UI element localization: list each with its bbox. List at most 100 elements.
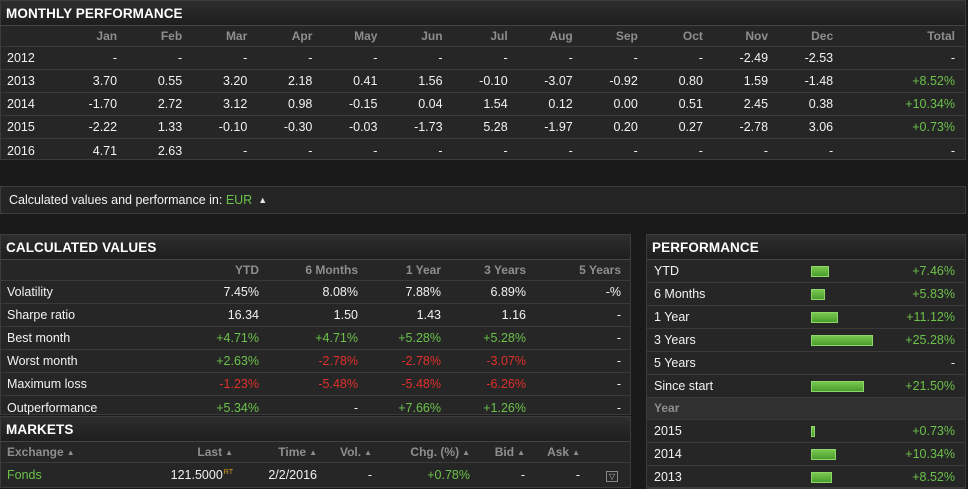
metric-value-cell: 6.89% [490,285,526,299]
currency-value[interactable]: EUR [225,193,253,207]
last-column-header[interactable]: Last ▲ [151,445,239,459]
month-value-cell: 4.71 [92,143,118,158]
currency-label: Calculated values and performance in: [9,193,223,207]
sort-icon[interactable]: ▲ [225,448,233,457]
month-value-cell: - [438,51,443,65]
time-header-label[interactable]: Time [278,445,307,459]
performance-row: 3 Years +25.28% [647,329,965,352]
bid-header-label[interactable]: Bid [494,445,515,459]
performance-label: 5 Years [654,356,696,370]
month-value-cell: -1.97 [544,120,573,134]
year-subheader: Year [647,398,965,420]
total-cell: +0.73% [912,120,955,134]
month-value-cell: 0.00 [613,97,638,111]
month-value-cell: - [503,51,508,65]
ask-header-label[interactable]: Ask [547,445,570,459]
total-cell: - [950,51,955,65]
metric-row: Worst month +2.63% -2.78% -2.78% -3.07% - [1,350,630,373]
metric-value-cell: +4.71% [216,331,259,345]
performance-row: 2015 +0.73% [647,420,965,443]
month-value-cell: 0.51 [678,97,703,111]
metric-value-cell: +4.71% [315,331,358,345]
month-value-cell: - [828,143,834,158]
metric-value-cell: 7.45% [223,285,259,299]
sort-icon[interactable]: ▲ [517,448,525,457]
month-value-cell: - [698,51,703,65]
sort-icon[interactable]: ▲ [66,448,75,457]
metric-label: Worst month [7,354,78,368]
market-exchange-cell[interactable]: Fonds [1,468,151,482]
month-header: Apr [291,29,313,43]
month-value-cell: - [568,143,573,158]
metric-value-cell: +5.34% [216,400,259,415]
sort-icon[interactable]: ▲ [572,448,580,457]
bar-cell [803,425,873,437]
bar-cell [803,311,873,323]
performance-value: +8.52% [912,470,955,484]
performance-label: 6 Months [654,287,706,301]
month-header: Jun [421,29,443,43]
metric-value-cell: - [616,400,621,415]
chg-column-header[interactable]: Chg. (%) ▲ [376,445,476,459]
total-cell: - [950,143,955,158]
bid-column-header[interactable]: Bid ▲ [476,445,531,459]
calculated-table-body: Volatility 7.45% 8.08% 7.88% 6.89% -% Sharpe r… [1,281,630,419]
performance-label: Since start [654,379,714,393]
metric-value-cell: - [616,331,621,345]
month-value-cell: - [308,143,313,158]
performance-label: 2013 [654,470,682,484]
exchange-header-label[interactable]: Exchange [7,445,64,459]
month-value-cell: -2.22 [88,120,118,134]
sort-icon[interactable]: ▲ [309,448,317,457]
realtime-badge: RT [223,468,233,476]
metric-value-cell: 1.16 [501,308,526,322]
currency-updown-icon[interactable]: ▲︎ [258,195,268,205]
exchange-column-header[interactable]: Exchange ▲ [1,445,151,459]
market-row: Fonds 121.5000RT 2/2/2016 - +0.78% - - ▽ [1,463,630,486]
performance-label: 2015 [654,424,682,438]
calculated-values-title: CALCULATED VALUES [1,235,630,260]
markets-header-row: Exchange ▲ Last ▲ Time ▲ Vol. ▲ Chg. (%) ▲ Bi… [1,442,630,463]
metric-value-cell: - [616,377,621,391]
performance-row: Since start +21.50% [647,375,965,398]
markets-panel: MARKETS Exchange ▲ Last ▲ Time ▲ Vol. ▲ Chg.… [0,416,631,488]
currency-dropdown[interactable]: EUR ▲︎ [226,193,267,207]
ask-column-header[interactable]: Ask ▲ [531,445,586,459]
performance-bar [811,265,829,277]
vol-header-label[interactable]: Vol. [339,445,362,459]
month-value-cell: -0.30 [283,120,313,134]
performance-title: PERFORMANCE [647,235,965,260]
metric-value-cell: - [616,308,621,322]
performance-value: - [950,356,955,370]
performance-bar [811,311,838,323]
sort-icon[interactable]: ▲ [364,448,372,457]
monthly-row: 2014 -1.70 2.72 3.12 0.98 -0.15 0.04 1.54 0.12 0.… [1,93,965,116]
month-value-cell: -2.53 [804,51,834,65]
bar-cell [803,448,873,460]
metric-label: Outperformance [7,400,98,415]
metric-value-cell: - [353,400,358,415]
metric-value-cell: 16.34 [227,308,259,322]
month-value-cell: -1.70 [88,97,118,111]
month-value-cell: -0.15 [348,97,378,111]
calculated-values-panel: CALCULATED VALUES YTD 6 Months 1 Year 3 … [0,234,631,415]
sort-icon[interactable]: ▲ [462,448,470,457]
month-value-cell: 0.55 [157,74,183,88]
monthly-performance-title: MONTHLY PERFORMANCE [1,1,965,26]
month-header: Sep [615,29,638,43]
metric-value-cell: +2.63% [216,354,259,368]
metric-value-cell: -5.48% [401,377,441,391]
bar-cell [803,265,873,277]
time-column-header[interactable]: Time ▲ [239,445,321,459]
month-header: Jul [490,29,508,43]
dropdown-toggle-icon[interactable]: ▽ [606,470,618,482]
vol-column-header[interactable]: Vol. ▲ [321,445,376,459]
chg-header-label[interactable]: Chg. (%) [410,445,460,459]
last-header-label[interactable]: Last [197,445,223,459]
monthly-row: 2016 4.71 2.63 - - - - - - - - - - - [1,139,965,162]
month-header: Aug [549,29,573,43]
month-value-cell: - [308,51,313,65]
exchange-link[interactable]: Fonds [7,467,42,482]
performance-value: +10.34% [905,447,955,461]
performance-value: +25.28% [905,333,955,347]
